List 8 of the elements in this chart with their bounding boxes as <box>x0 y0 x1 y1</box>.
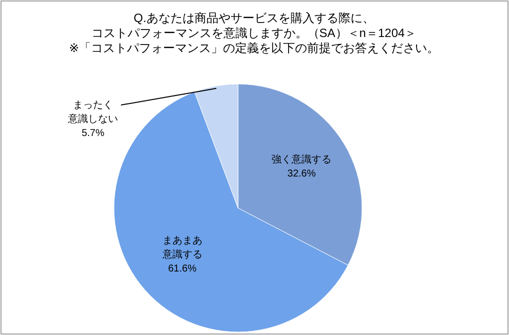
slice-label: まあまあ意識する <box>161 235 202 260</box>
chart-title: Q.あなたは商品やサービスを購入する際に、コストパフォーマンスを意識しますか。（SA）＜n＝1204＞ <box>91 11 417 40</box>
data-label: 61.6% <box>168 263 197 274</box>
slice-label: まったく意識しない <box>67 100 118 125</box>
chart-subtitle: ※「コストパフォーマンス」の定義を以下の前提でお答えください。 <box>68 41 440 55</box>
data-label: 32.6% <box>287 168 316 180</box>
slice-label: 強く意識する <box>272 153 332 166</box>
data-label: 5.7% <box>82 128 105 139</box>
